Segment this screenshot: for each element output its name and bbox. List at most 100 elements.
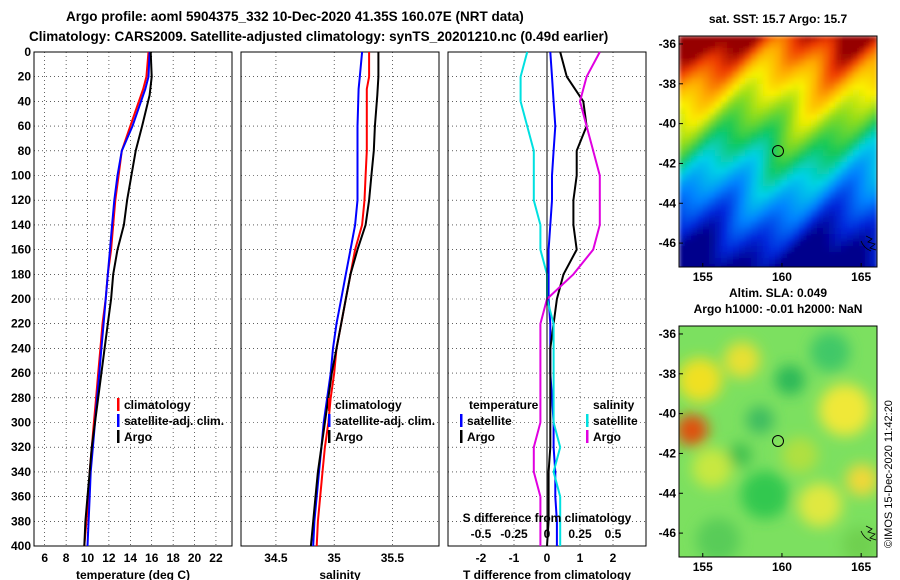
sst-cell bbox=[865, 66, 872, 73]
sst-cell bbox=[817, 192, 824, 199]
sst-cell bbox=[871, 180, 877, 187]
sst-cell bbox=[679, 186, 686, 193]
sst-cell bbox=[709, 60, 716, 67]
sst-cell bbox=[709, 132, 716, 139]
sst-cell bbox=[745, 54, 752, 61]
sst-cell bbox=[715, 204, 722, 211]
sst-cell bbox=[787, 156, 794, 163]
sst-cell bbox=[733, 120, 740, 127]
sst-cell bbox=[865, 198, 872, 205]
map-y-tick-label: -46 bbox=[659, 236, 677, 250]
sst-cell bbox=[679, 72, 686, 79]
sst-cell bbox=[841, 192, 848, 199]
sst-cell bbox=[811, 42, 818, 49]
sst-cell bbox=[691, 138, 698, 145]
sst-cell bbox=[769, 54, 776, 61]
sst-cell bbox=[775, 48, 782, 55]
sst-cell bbox=[685, 204, 692, 211]
depth-tick-label: 80 bbox=[18, 144, 32, 158]
sst-cell bbox=[739, 54, 746, 61]
sst-cell bbox=[787, 78, 794, 85]
sst-cell bbox=[823, 60, 830, 67]
sst-cell bbox=[727, 234, 734, 241]
sst-cell bbox=[691, 174, 698, 181]
sst-cell bbox=[751, 144, 758, 151]
sst-cell bbox=[709, 240, 716, 247]
sst-cell bbox=[829, 114, 836, 121]
sst-cell bbox=[757, 264, 764, 267]
sst-cell bbox=[829, 66, 836, 73]
sst-cell bbox=[727, 174, 734, 181]
sst-cell bbox=[757, 186, 764, 193]
sst-cell bbox=[691, 72, 698, 79]
sst-cell bbox=[745, 192, 752, 199]
sst-cell bbox=[769, 204, 776, 211]
sst-cell bbox=[847, 150, 854, 157]
sst-cell bbox=[865, 204, 872, 211]
sst-cell bbox=[733, 54, 740, 61]
sst-cell bbox=[757, 234, 764, 241]
sst-cell bbox=[859, 168, 866, 175]
sst-cell bbox=[745, 156, 752, 163]
sst-cell bbox=[817, 168, 824, 175]
sst-cell bbox=[733, 114, 740, 121]
sst-cell bbox=[793, 60, 800, 67]
sst-cell bbox=[697, 78, 704, 85]
sst-cell bbox=[721, 114, 728, 121]
sst-cell bbox=[859, 102, 866, 109]
sst-cell bbox=[751, 138, 758, 145]
sst-cell bbox=[835, 162, 842, 169]
sst-cell bbox=[691, 222, 698, 229]
sst-cell bbox=[787, 174, 794, 181]
sst-cell bbox=[769, 192, 776, 199]
sst-cell bbox=[841, 60, 848, 67]
sst-cell bbox=[811, 72, 818, 79]
sst-cell bbox=[817, 222, 824, 229]
sst-cell bbox=[721, 84, 728, 91]
sst-cell bbox=[727, 156, 734, 163]
depth-tick-label: 300 bbox=[11, 416, 31, 430]
sst-cell bbox=[703, 120, 710, 127]
depth-axis: 0 20 40 60 80 100 120 140 160 180 200 220 240 260 280 3… bbox=[11, 45, 31, 553]
sst-cell bbox=[733, 174, 740, 181]
sst-cell bbox=[697, 252, 704, 259]
sst-cell bbox=[811, 132, 818, 139]
sst-cell bbox=[763, 84, 770, 91]
sst-cell bbox=[715, 60, 722, 67]
sst-cell bbox=[865, 84, 872, 91]
sst-cell bbox=[703, 162, 710, 169]
sst-cell bbox=[709, 78, 716, 85]
sst-cell bbox=[715, 138, 722, 145]
sst-cell bbox=[733, 192, 740, 199]
sst-cell bbox=[685, 90, 692, 97]
sst-cell bbox=[787, 228, 794, 235]
sst-cell bbox=[769, 198, 776, 205]
sst-cell bbox=[871, 54, 877, 61]
sst-cell bbox=[763, 228, 770, 235]
sst-cell bbox=[805, 222, 812, 229]
sst-cell bbox=[817, 132, 824, 139]
sst-cell bbox=[685, 180, 692, 187]
sst-cell bbox=[829, 228, 836, 235]
sst-cell bbox=[727, 204, 734, 211]
sst-cell bbox=[781, 192, 788, 199]
sst-cell bbox=[859, 210, 866, 217]
series-line-argo bbox=[309, 52, 380, 547]
sst-cell bbox=[847, 168, 854, 175]
sst-cell bbox=[745, 252, 752, 259]
sst-cell bbox=[733, 132, 740, 139]
sst-cell bbox=[787, 198, 794, 205]
sst-cell bbox=[709, 84, 716, 91]
sst-cell bbox=[709, 114, 716, 121]
sst-cell bbox=[745, 72, 752, 79]
sst-cell bbox=[823, 48, 830, 55]
legend-swatch-climatology bbox=[117, 398, 120, 411]
sst-cell bbox=[817, 84, 824, 91]
x-tick-label: 8 bbox=[63, 551, 70, 565]
sst-cell bbox=[847, 210, 854, 217]
sst-cell bbox=[811, 204, 818, 211]
sst-cell bbox=[811, 120, 818, 127]
sst-cell bbox=[865, 168, 872, 175]
sst-cell bbox=[871, 144, 877, 151]
sst-cell bbox=[781, 252, 788, 259]
